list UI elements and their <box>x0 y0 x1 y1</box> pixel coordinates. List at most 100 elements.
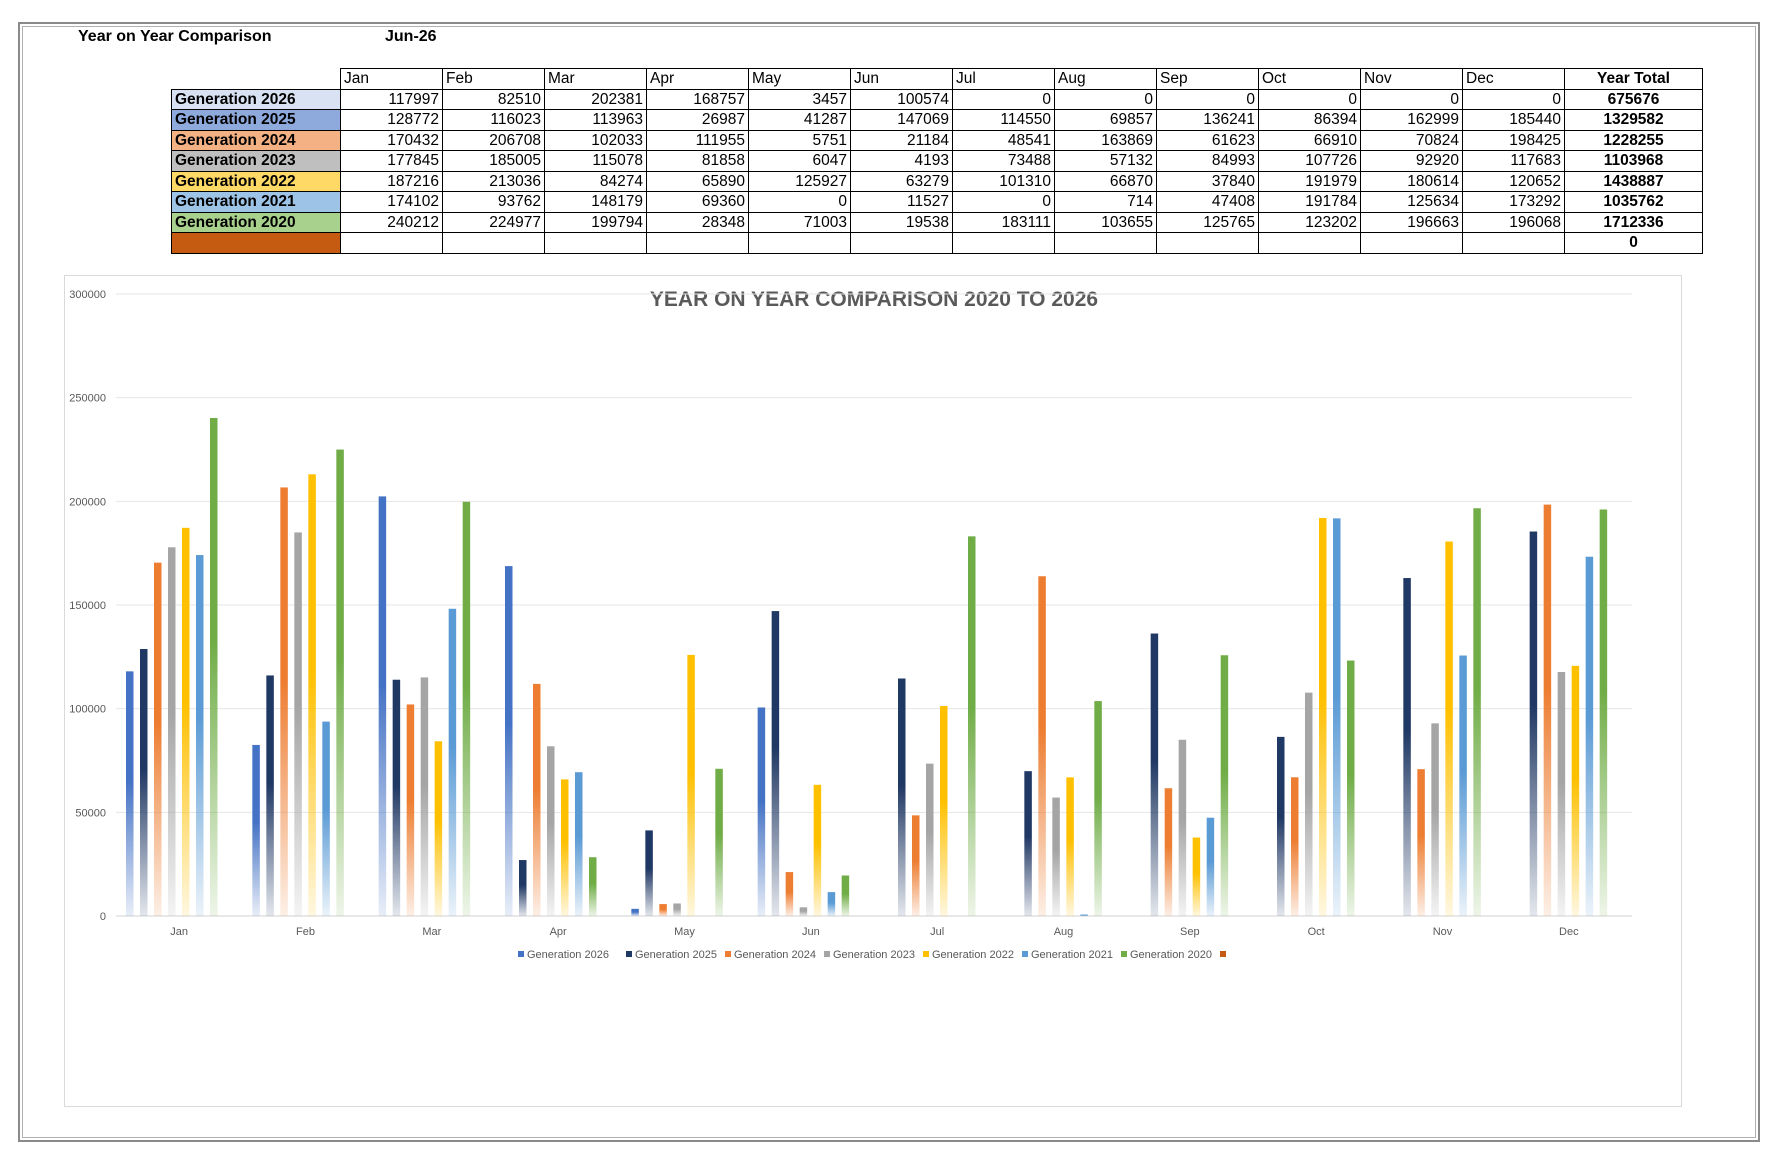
table-cell: 196663 <box>1360 211 1463 233</box>
bar-jun-series-6 <box>841 875 850 916</box>
table-row: Generation 2020 240212 224977 199794 28348 71… <box>171 211 1703 233</box>
table-cell: 191784 <box>1258 191 1361 213</box>
bar-sep-series-1 <box>1150 633 1159 916</box>
bar-feb-series-6 <box>336 449 344 916</box>
table-cell <box>1156 232 1259 254</box>
x-tick-label: Jun <box>802 926 820 938</box>
x-tick-label: Oct <box>1308 926 1325 938</box>
legend-swatch <box>725 951 731 957</box>
table-cell <box>748 232 851 254</box>
table-cell: 147069 <box>850 109 953 131</box>
table-cell: 4193 <box>850 150 953 172</box>
table-cell: 41287 <box>748 109 851 131</box>
table-cell: 196068 <box>1462 211 1565 233</box>
bar-may-series-3 <box>673 903 681 916</box>
y-tick-label: 150000 <box>69 600 106 612</box>
table-cell: 136241 <box>1156 109 1259 131</box>
table-cell: 116023 <box>442 109 545 131</box>
table-cell: 115078 <box>544 150 647 172</box>
table-cell: 117997 <box>340 88 443 110</box>
bar-mar-series-2 <box>406 704 415 916</box>
table-cell: 84993 <box>1156 150 1259 172</box>
bar-jan-series-4 <box>182 527 190 916</box>
table-cell: 48541 <box>952 129 1055 151</box>
table-cell: 102033 <box>544 129 647 151</box>
table-cell <box>952 232 1055 254</box>
table-row: Generation 2021 174102 93762 148179 69360 0 11… <box>171 191 1703 213</box>
row-total: 1035762 <box>1564 191 1703 213</box>
table-cell: 177845 <box>340 150 443 172</box>
legend-swatch <box>1220 951 1226 957</box>
legend-label: Generation 2026 <box>527 949 609 961</box>
page-border <box>18 22 1760 1142</box>
table-cell: 183111 <box>952 211 1055 233</box>
bar-oct-series-3 <box>1305 692 1313 916</box>
table-cell: 69360 <box>646 191 749 213</box>
legend-label: Generation 2021 <box>1031 949 1113 961</box>
row-label <box>171 232 341 254</box>
table-header-sep: Sep <box>1156 68 1259 90</box>
table-cell <box>1258 232 1361 254</box>
row-total: 1712336 <box>1564 211 1703 233</box>
table-row: Generation 2022 187216 213036 84274 65890 125… <box>171 170 1703 192</box>
table-cell: 0 <box>952 191 1055 213</box>
table-header-dec: Dec <box>1462 68 1565 90</box>
bar-nov-series-4 <box>1445 541 1453 916</box>
row-total: 675676 <box>1564 88 1703 110</box>
table-cell: 61623 <box>1156 129 1259 151</box>
table-row: Generation 2026 117997 82510 202381 168757 34… <box>171 88 1703 110</box>
y-tick-label: 250000 <box>69 393 106 405</box>
table-cell: 100574 <box>850 88 953 110</box>
table-cell: 163869 <box>1054 129 1157 151</box>
bar-mar-series-5 <box>448 608 457 916</box>
bar-apr-series-5 <box>575 772 583 916</box>
bar-jul-series-2 <box>912 815 920 916</box>
bar-feb-series-5 <box>322 721 330 916</box>
row-label: Generation 2024 <box>171 129 341 151</box>
table-cell: 0 <box>1360 88 1463 110</box>
x-tick-label: Dec <box>1559 926 1579 938</box>
bar-jun-series-0 <box>757 707 766 916</box>
table-header-jan: Jan <box>340 68 443 90</box>
table-cell: 0 <box>952 88 1055 110</box>
report-title: Year on Year Comparison <box>78 28 272 45</box>
table-header-apr: Apr <box>646 68 749 90</box>
table-row: Generation 2024 170432 206708 102033 111955 5… <box>171 129 1703 151</box>
chart-frame: YEAR ON YEAR COMPARISON 2020 TO 2026 0 50… <box>64 275 1682 1107</box>
table-cell: 114550 <box>952 109 1055 131</box>
bar-jun-series-1 <box>771 611 780 916</box>
table-cell: 0 <box>1054 88 1157 110</box>
report-date: Jun-26 <box>385 28 437 45</box>
bar-may-series-0 <box>631 908 639 916</box>
bar-apr-series-6 <box>589 857 597 916</box>
table-cell: 174102 <box>340 191 443 213</box>
table-cell: 162999 <box>1360 109 1463 131</box>
table-cell: 73488 <box>952 150 1055 172</box>
table-cell: 117683 <box>1462 150 1565 172</box>
grid-layer <box>116 293 1632 917</box>
legend-label: Generation 2020 <box>1130 949 1212 961</box>
row-label: Generation 2023 <box>171 150 341 172</box>
bar-jan-series-1 <box>140 649 148 916</box>
table-cell: 123202 <box>1258 211 1361 233</box>
bar-dec-series-2 <box>1543 504 1552 916</box>
table-cell: 168757 <box>646 88 749 110</box>
bar-aug-series-2 <box>1038 576 1046 916</box>
bar-jan-series-6 <box>210 417 218 916</box>
bar-oct-series-6 <box>1347 660 1355 916</box>
bar-jul-series-1 <box>898 678 906 916</box>
bar-dec-series-5 <box>1585 556 1594 916</box>
bar-jan-series-3 <box>168 547 176 916</box>
bar-feb-series-3 <box>294 532 302 916</box>
row-label: Generation 2026 <box>171 88 341 110</box>
bar-mar-series-3 <box>420 677 429 916</box>
bar-dec-series-6 <box>1599 509 1608 916</box>
legend-label: Generation 2025 <box>635 949 717 961</box>
bar-apr-series-3 <box>547 746 555 916</box>
bar-aug-series-4 <box>1066 777 1074 916</box>
table-cell: 70824 <box>1360 129 1463 151</box>
x-tick-label: Feb <box>296 926 315 938</box>
bar-apr-series-1 <box>519 860 527 916</box>
bar-feb-series-4 <box>308 474 316 916</box>
bar-may-series-1 <box>645 830 653 916</box>
